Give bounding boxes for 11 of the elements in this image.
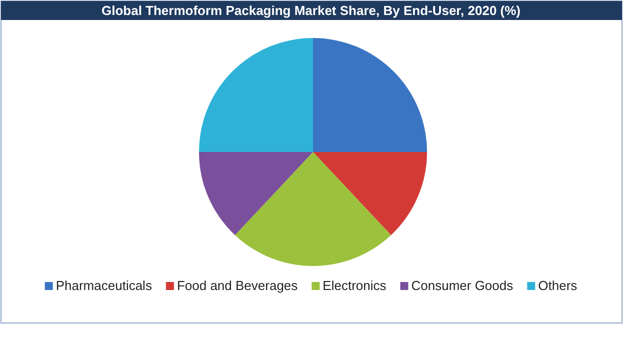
pie-slice: [313, 38, 427, 152]
pie-slice: [234, 152, 392, 266]
legend-label: Food and Beverages: [176, 278, 298, 293]
pie-slice: [199, 38, 313, 152]
chart-title: Global Thermoform Packaging Market Share, By End-User, 2020 (%): [101, 3, 521, 18]
legend-label: Others: [538, 278, 578, 293]
pie-slice: [199, 152, 313, 236]
legend-label: Consumer Goods: [411, 278, 514, 293]
legend-label: Pharmaceuticals: [56, 278, 152, 293]
legend-label: Electronics: [322, 278, 387, 293]
pie-slice: [313, 152, 427, 236]
